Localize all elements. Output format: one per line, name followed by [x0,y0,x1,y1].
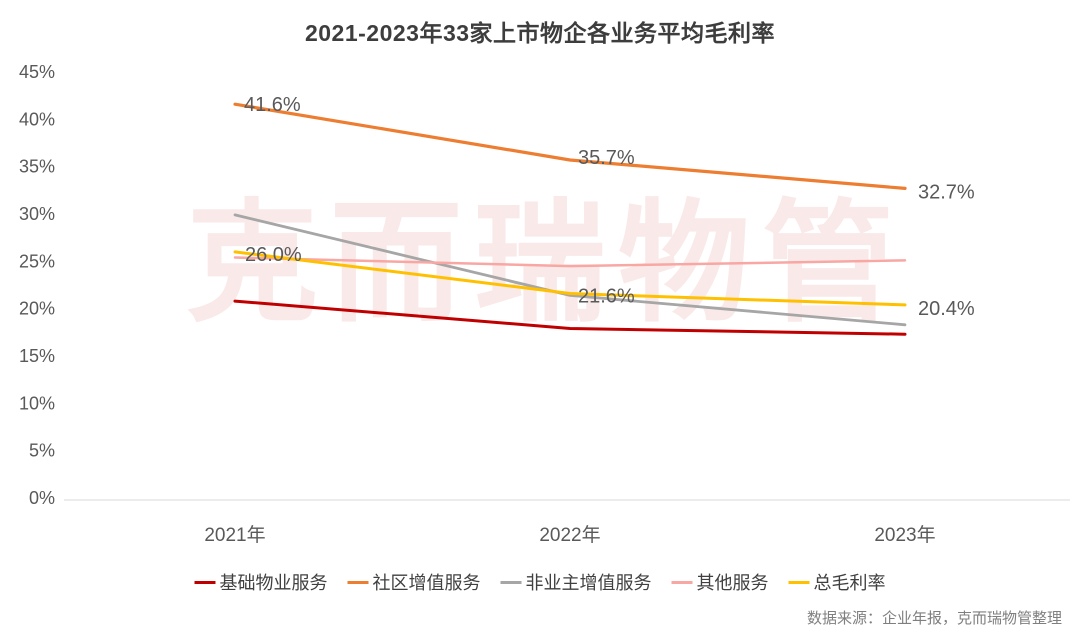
legend-item-总毛利率: 总毛利率 [788,569,886,595]
series-line-基础物业服务 [233,299,907,336]
y-axis-tick-label: 20% [19,299,55,319]
legend-item-基础物业服务: 基础物业服务 [194,569,328,595]
legend-swatch-icon [500,580,522,584]
legend-label: 总毛利率 [813,573,886,593]
y-axis-tick-label: 40% [19,109,55,129]
legend: 基础物业服务 社区增值服务 非业主增值服务 其他服务 总毛利率 [194,569,886,595]
y-axis-tick-label: 30% [19,204,55,224]
legend-item-社区增值服务: 社区增值服务 [347,569,481,595]
point-label: 32.7% [918,181,975,203]
series-line-社区增值服务 [233,102,907,190]
y-axis-tick-label: 15% [19,346,55,366]
x-axis-tick-label: 2022年 [539,524,600,546]
y-axis-tick-label: 0% [29,488,55,508]
legend-swatch-icon [788,580,810,584]
x-axis-tick-label: 2021年 [204,524,265,546]
legend-label: 社区增值服务 [372,573,481,593]
legend-swatch-icon [671,580,693,584]
y-axis-tick-label: 35% [19,157,55,177]
series-line-总毛利率 [233,250,907,307]
chart-title: 2021-2023年33家上市物企各业务平均毛利率 [304,20,776,46]
y-axis-tick-label: 10% [19,393,55,413]
legend-label: 其他服务 [696,573,769,593]
series-line-其他服务 [233,256,907,268]
data-source: 数据来源：企业年报，克而瑞物管整理 [806,610,1062,627]
legend-label: 非业主增值服务 [525,573,652,593]
point-label: 35.7% [578,147,635,169]
y-axis-tick-label: 25% [19,251,55,271]
legend-swatch-icon [194,580,216,584]
x-axis-tick-label: 2023年 [874,524,935,546]
legend-item-非业主增值服务: 非业主增值服务 [500,569,652,595]
y-axis-tick-label: 5% [29,441,55,461]
legend-item-其他服务: 其他服务 [671,569,769,595]
series-line-非业主增值服务 [233,213,907,327]
legend-swatch-icon [347,580,369,584]
point-label: 20.4% [918,298,975,320]
point-label: 26.0% [245,244,302,266]
y-axis-tick-label: 45% [19,62,55,82]
point-label: 41.6% [244,94,301,116]
legend-label: 基础物业服务 [219,573,328,593]
point-label: 21.6% [578,286,635,308]
